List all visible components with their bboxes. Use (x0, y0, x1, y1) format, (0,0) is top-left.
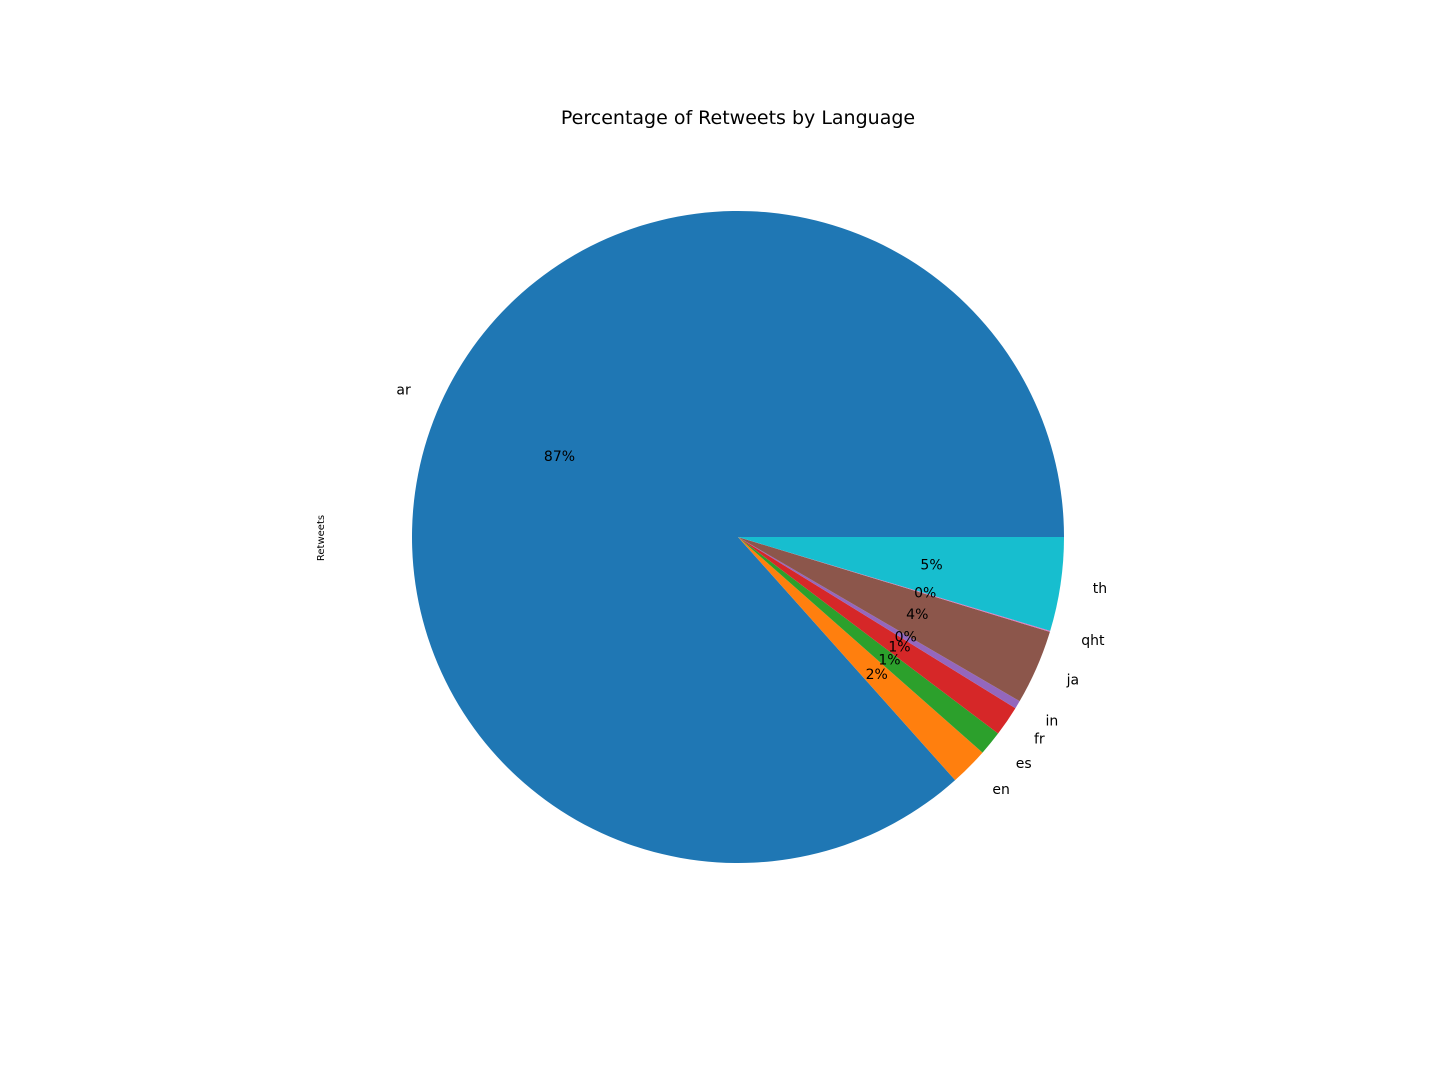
slice-label-ja: ja (1066, 672, 1079, 688)
pie-slice-ar (411, 210, 1064, 863)
pct-label-th: 5% (920, 557, 942, 573)
pie-slice-fr (738, 537, 1016, 734)
slice-label-in: in (1046, 713, 1059, 729)
pct-label-en: 2% (866, 667, 888, 683)
slice-label-es: es (1016, 756, 1032, 772)
slice-label-en: en (992, 782, 1010, 798)
pct-label-ar: 87% (544, 449, 575, 465)
slice-label-qht: qht (1081, 633, 1105, 649)
pie-slice-es (738, 537, 999, 753)
pie-slice-in (738, 537, 1020, 709)
y-axis-label: Retweets (316, 515, 327, 561)
pct-label-ja: 4% (906, 607, 928, 623)
slice-label-th: th (1093, 581, 1107, 597)
pct-label-qht: 0% (914, 586, 936, 602)
pct-label-in: 0% (895, 630, 917, 646)
pie-labels: ar 87% en 2% es 1% fr 1% in 0% ja 4% qht 0% th 5% (396, 382, 1107, 797)
pct-label-fr: 1% (888, 639, 910, 655)
pie-slice-ja (738, 537, 1050, 702)
pie-slice-th (738, 537, 1064, 631)
pie-slices (411, 210, 1064, 863)
chart-title: Percentage of Retweets by Language (561, 107, 915, 129)
slice-label-fr: fr (1034, 731, 1045, 747)
pie-slice-en (738, 537, 983, 781)
pie-slice-qht (738, 537, 1051, 632)
slice-label-ar: ar (396, 382, 411, 398)
pct-label-es: 1% (878, 653, 900, 669)
